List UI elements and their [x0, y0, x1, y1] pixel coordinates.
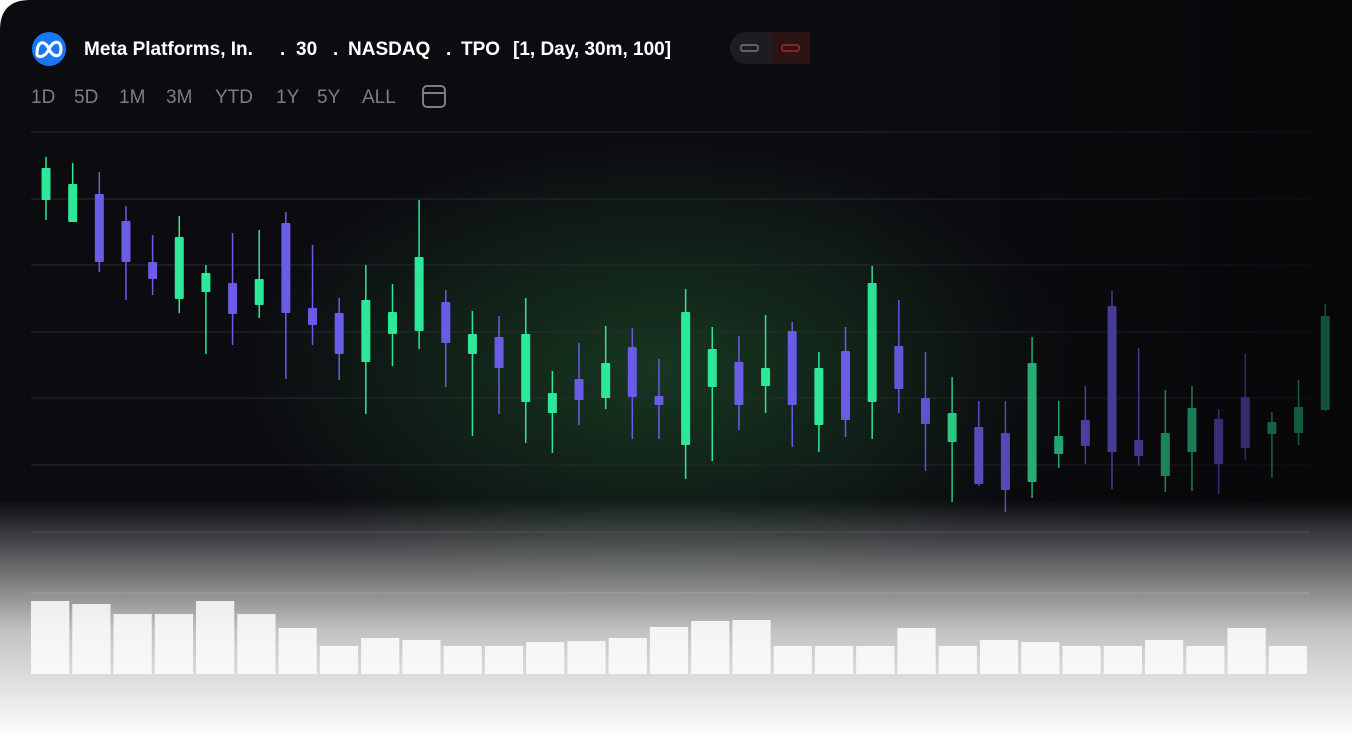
icon — [781, 44, 800, 52]
candle-body — [361, 300, 371, 362]
toggle-right[interactable] — [771, 32, 810, 64]
candle-body — [68, 184, 78, 222]
candle-body — [574, 379, 584, 400]
candle-body — [387, 312, 397, 334]
candle-body — [681, 312, 691, 445]
candle-body — [547, 393, 557, 413]
bottom-fade — [0, 500, 1352, 738]
header-part: . — [446, 39, 451, 60]
header-part: 30 — [296, 39, 317, 60]
candle-body — [761, 368, 771, 386]
header-part: TPO — [461, 39, 500, 60]
right-fade — [850, 0, 1352, 520]
candle-body — [254, 279, 264, 305]
candle-body — [787, 331, 797, 405]
header-part: . — [280, 39, 285, 60]
range-button[interactable]: 5Y — [317, 87, 341, 108]
candle-body — [94, 194, 104, 262]
candle-body — [654, 396, 664, 405]
logo-mark — [35, 40, 63, 59]
header-part: NASDAQ — [348, 39, 430, 60]
candle-body — [334, 313, 344, 354]
calendar — [422, 85, 446, 108]
candle-body — [41, 168, 51, 200]
calendar-icon[interactable] — [422, 85, 446, 108]
range-buttons: 1D 5D 1M 3M YTD 1Y 5Y ALL — [31, 87, 396, 108]
candle-body — [308, 308, 318, 325]
ticker-name: Meta Platforms, In. — [84, 39, 253, 60]
icon — [740, 44, 759, 52]
candle-body — [281, 223, 291, 313]
candle-body — [467, 334, 477, 354]
range-button[interactable]: 1D — [31, 87, 55, 108]
header-part: . — [333, 39, 338, 60]
candle-body — [734, 362, 744, 405]
header-parts: . 30. NASDAQ. TPO [1, Day, 30m, 100] — [280, 39, 671, 60]
candle-body — [494, 337, 504, 368]
candle-body — [707, 349, 717, 387]
range-button[interactable]: 3M — [166, 87, 192, 108]
candle-body — [174, 237, 184, 299]
header-part: [1, Day, 30m, 100] — [513, 39, 671, 60]
range-button[interactable]: YTD — [215, 87, 253, 108]
candle-body — [627, 347, 637, 397]
range-button[interactable]: 5D — [74, 87, 98, 108]
range-button[interactable]: 1M — [119, 87, 145, 108]
candle-body — [228, 283, 238, 314]
candle-body — [201, 273, 211, 292]
candle-body — [814, 368, 824, 425]
range-button[interactable]: 1Y — [276, 87, 300, 108]
candle-body — [841, 351, 851, 420]
candle-body — [521, 334, 531, 402]
candle-body — [601, 363, 611, 398]
candle-body — [441, 302, 451, 343]
candle-body — [148, 262, 158, 279]
range-button[interactable]: ALL — [362, 87, 396, 108]
candle-body — [121, 221, 131, 262]
candle-body — [414, 257, 424, 331]
